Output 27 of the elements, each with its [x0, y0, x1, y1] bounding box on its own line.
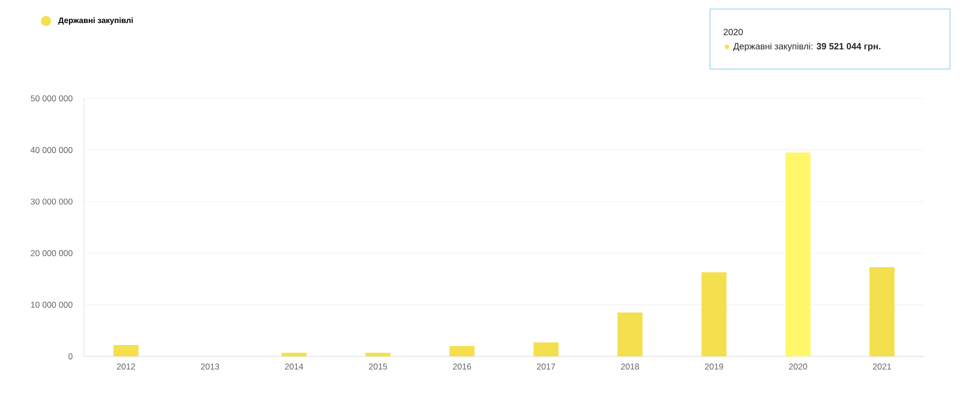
x-tick-label: 2018	[621, 364, 640, 370]
y-tick-label: 30 000 000	[30, 198, 72, 205]
x-tick-label: 2013	[201, 364, 220, 370]
x-tick-label: 2016	[453, 364, 472, 370]
bar	[282, 352, 307, 356]
text: 2020	[724, 28, 743, 36]
x-tick-label: 2019	[705, 364, 724, 370]
bar	[534, 342, 559, 356]
x-tick-label: 2015	[369, 364, 388, 370]
x-tick-label: 2021	[873, 364, 892, 370]
x-tick-label: 2014	[285, 364, 304, 370]
y-tick-label: 40 000 000	[30, 146, 72, 153]
x-tick-label: 2012	[117, 364, 135, 370]
bar	[366, 352, 391, 356]
bar	[114, 345, 139, 356]
y-tick-label: 10 000 000	[31, 302, 72, 308]
bar	[870, 267, 895, 356]
y-tick-label: 50 000 000	[30, 95, 72, 102]
bar	[702, 272, 727, 356]
text: Державні закупівлі: 39 521 044 грн.	[733, 42, 880, 52]
x-tick-label: 2017	[537, 364, 555, 370]
bar	[786, 152, 811, 356]
y-tick-label: 0	[68, 353, 72, 360]
bar	[618, 312, 643, 356]
x-tick-label: 2020	[789, 364, 808, 370]
bar	[450, 346, 475, 356]
y-tick-label: 20 000 000	[30, 250, 72, 256]
